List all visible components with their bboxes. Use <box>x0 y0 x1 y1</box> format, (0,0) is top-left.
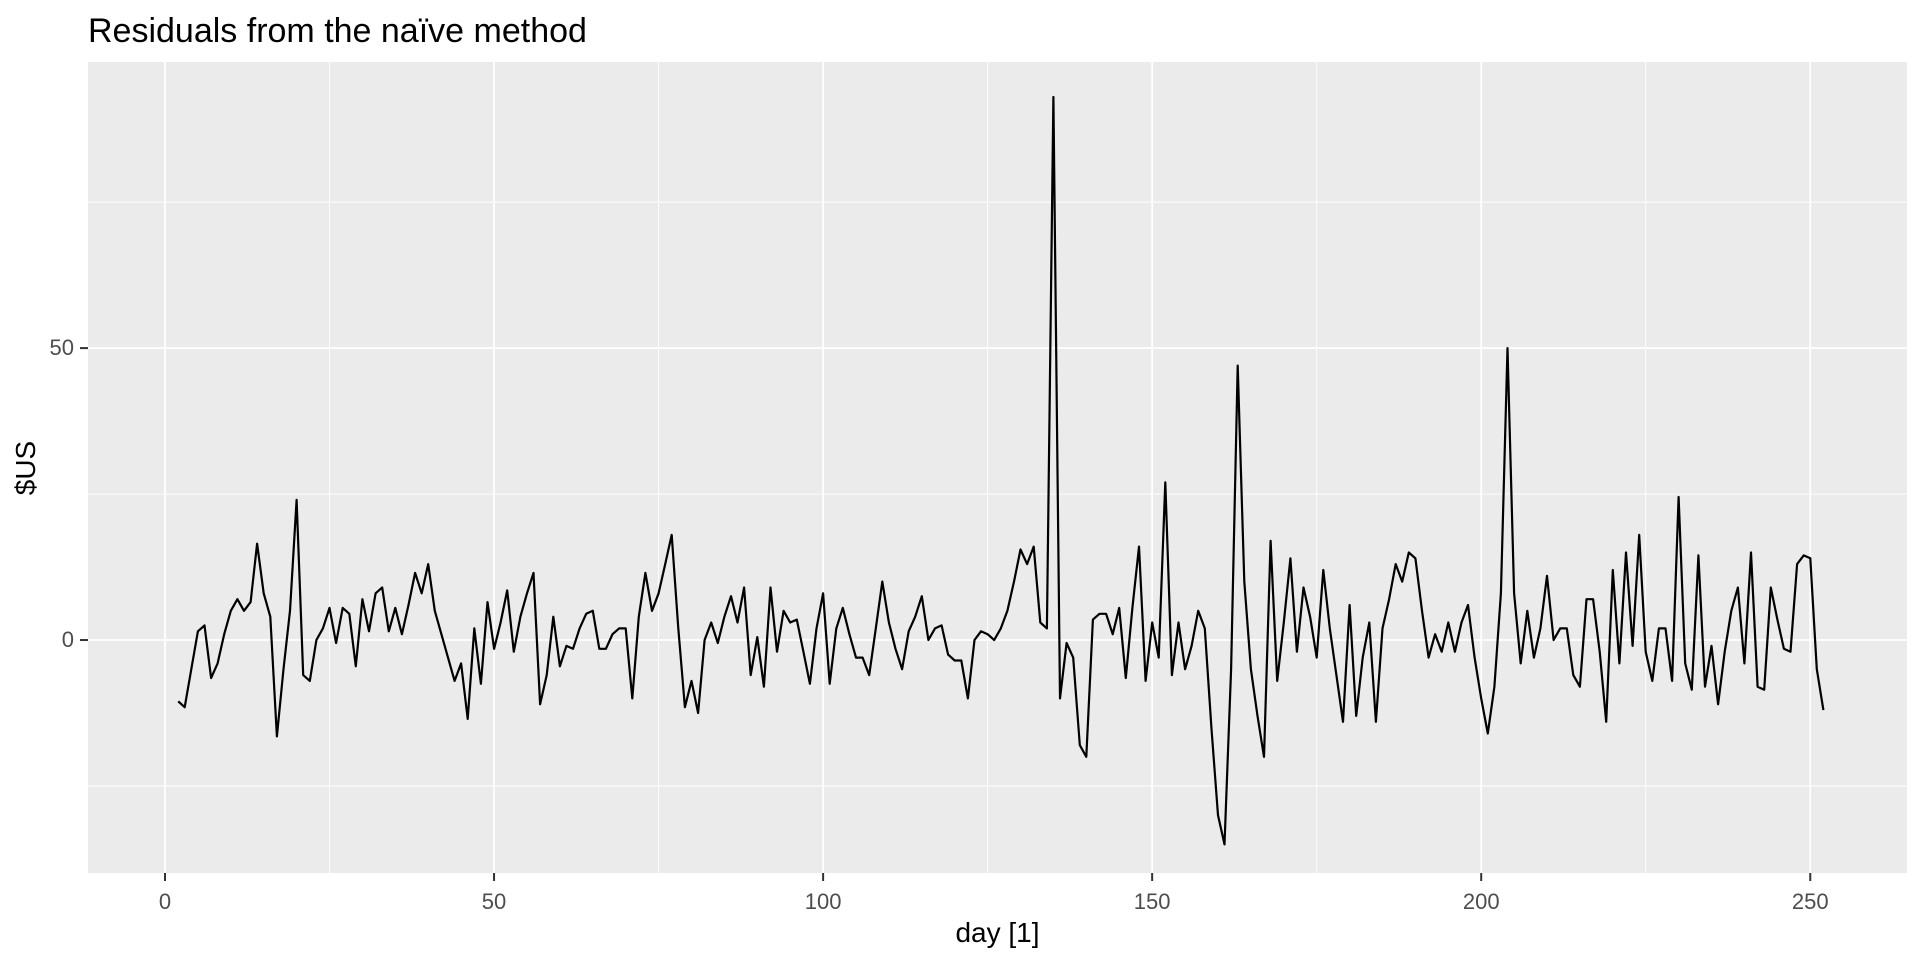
residuals-line <box>177 95 1825 846</box>
chart-title: Residuals from the naïve method <box>88 12 587 50</box>
x-tick-label-0: 0 <box>158 889 172 914</box>
y-axis-title: $US <box>10 440 41 495</box>
x-tick-label-200: 200 <box>1462 889 1500 914</box>
plot-panel <box>88 62 1907 873</box>
x-tick-label-150: 150 <box>1133 889 1171 914</box>
x-axis-title: day [1] <box>955 917 1040 948</box>
y-tick-label-0: 0 <box>61 627 74 653</box>
x-tick-label-250: 250 <box>1791 889 1829 914</box>
x-tick-label-50: 50 <box>481 889 507 914</box>
x-tick-label-100: 100 <box>804 889 842 914</box>
y-tick-label-50: 50 <box>49 335 74 361</box>
